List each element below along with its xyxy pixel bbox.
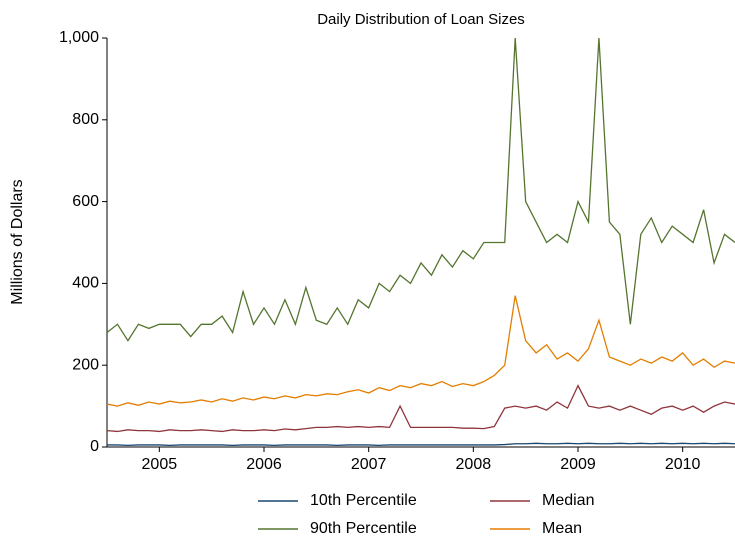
series-line <box>107 442 735 447</box>
legend-label: Mean <box>542 520 582 537</box>
legend-label: Median <box>542 492 594 509</box>
series-line <box>106 295 735 407</box>
y-tick-label: 800 <box>72 111 99 128</box>
legend-label: 90th Percentile <box>310 520 417 537</box>
y-tick-label: 1,000 <box>59 29 99 46</box>
series-line <box>106 384 735 433</box>
x-tick-label: 2009 <box>560 456 596 473</box>
y-axis-label: Millions of Dollars <box>9 179 26 304</box>
x-tick-label: 2007 <box>351 456 387 473</box>
y-tick-label: 0 <box>90 438 99 455</box>
legend-label: 10th Percentile <box>310 492 417 509</box>
chart-title: Daily Distribution of Loan Sizes <box>317 11 525 28</box>
x-tick-label: 2010 <box>665 456 701 473</box>
y-tick-label: 200 <box>72 356 99 373</box>
x-tick-label: 2005 <box>142 456 178 473</box>
x-tick-label: 2008 <box>456 456 492 473</box>
y-tick-label: 400 <box>72 275 99 292</box>
y-tick-label: 600 <box>72 193 99 210</box>
x-tick-label: 2006 <box>246 456 282 473</box>
series-line <box>106 37 735 342</box>
